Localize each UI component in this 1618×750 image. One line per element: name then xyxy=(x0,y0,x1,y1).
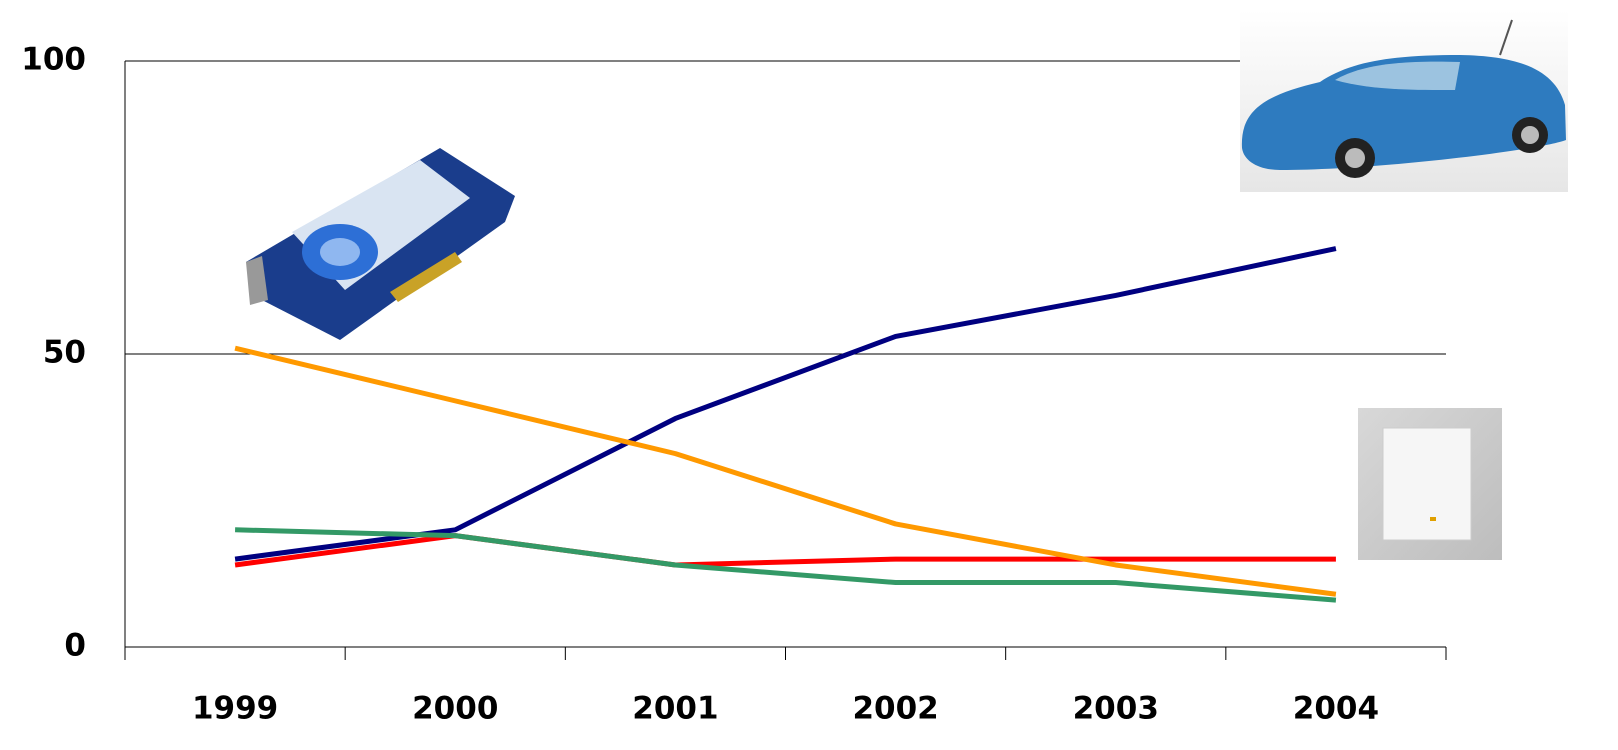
y-tick-label: 0 xyxy=(64,628,86,664)
y-tick-label: 100 xyxy=(21,42,86,78)
illustrations xyxy=(246,10,1568,560)
plot-area: 0 50 100 1999 2000 2001 2002 2003 2004 xyxy=(21,42,1447,727)
x-tick-label: 2003 xyxy=(1073,691,1159,727)
data-line xyxy=(234,345,1337,597)
car-image xyxy=(1240,10,1568,192)
x-tick-label: 2001 xyxy=(632,691,718,727)
data-line xyxy=(235,527,1337,603)
boiler-image xyxy=(1358,408,1502,560)
x-tick-label: 1999 xyxy=(192,691,278,727)
data-line xyxy=(234,533,1336,568)
x-tick-label: 2002 xyxy=(852,691,938,727)
x-tick-label: 2004 xyxy=(1293,691,1379,727)
x-tick-label: 2000 xyxy=(412,691,498,727)
y-tick-label: 50 xyxy=(43,335,86,371)
graphics-card-image xyxy=(246,148,515,340)
